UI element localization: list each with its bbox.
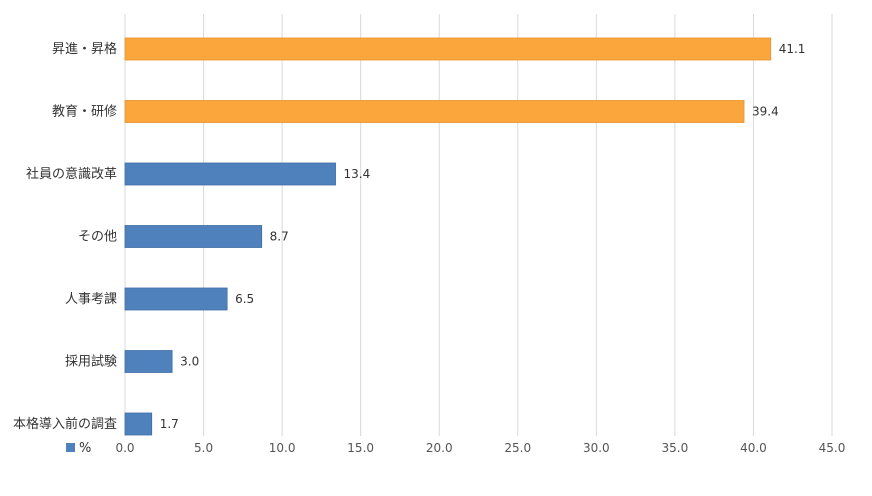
data-label: 13.4 [344,167,371,181]
category-label: 社員の意識改革 [26,166,117,182]
x-tick-label: 45.0 [819,441,846,455]
legend-label: % [79,441,91,456]
bar [124,162,336,186]
x-tick-label: 20.0 [426,441,453,455]
x-tick-label: 35.0 [662,441,689,455]
x-tick-label: 30.0 [583,441,610,455]
x-tick-label: 25.0 [504,441,531,455]
gridlines [124,14,833,436]
category-label: 本格導入前の調査 [13,416,117,432]
bar [124,37,772,61]
data-label: 6.5 [235,292,254,306]
legend-swatch [66,443,75,452]
category-label: 人事考課 [65,291,117,307]
bar [124,100,745,123]
data-label: 41.1 [779,42,806,56]
x-tick-label: 5.0 [194,441,213,455]
category-label: 採用試験 [65,354,117,370]
bar [124,287,228,311]
bar [124,350,173,373]
bars [124,37,772,436]
data-label: 8.7 [270,230,289,244]
legend: % [66,441,91,456]
x-tick-label: 10.0 [269,441,296,455]
data-label: 39.4 [752,105,779,119]
x-axis-tick-labels: 0.0 5.0 10.0 15.0 20.0 25.0 30.0 35.0 40.0 45.0 [115,441,845,455]
data-labels: 41.1 39.4 13.4 8.7 6.5 3.0 1.7 [160,42,806,431]
data-label: 1.7 [160,417,179,431]
x-tick-label: 15.0 [347,441,374,455]
category-label: その他 [78,230,117,245]
x-tick-label: 40.0 [740,441,767,455]
category-label: 教育・研修 [52,104,117,120]
bar [124,225,263,248]
data-label: 3.0 [180,355,199,369]
x-tick-label: 0.0 [115,441,134,455]
category-label: 昇進・昇格 [52,41,117,57]
bar [124,412,153,436]
